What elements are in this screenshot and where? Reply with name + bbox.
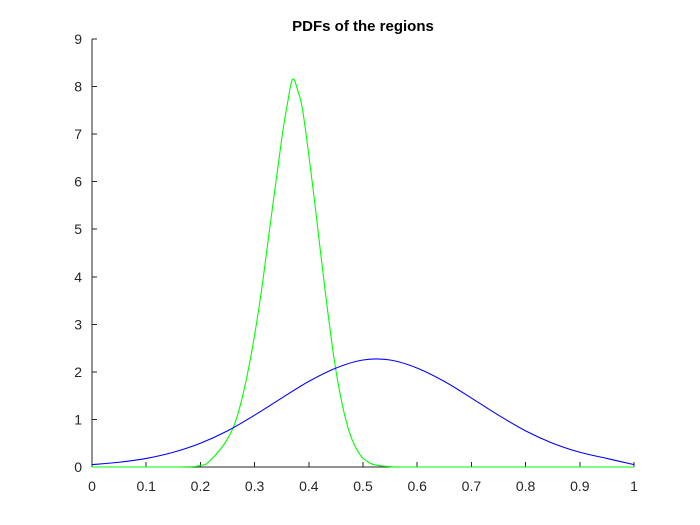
x-tick-label: 0.7 [462,478,482,494]
x-tick-label: 0 [88,478,96,494]
y-tick-label: 3 [74,316,82,332]
y-tick-label: 8 [74,79,82,95]
x-tick-label: 0.6 [407,478,427,494]
chart-title: PDFs of the regions [292,18,434,35]
axes: 0 0.1 0.2 0.3 0.4 0.5 0.6 0.7 0.8 0.9 1 0 1 2 3 4 5 6 7 8 9 [74,31,638,494]
x-tick-label: 0.3 [245,478,265,494]
x-tick-label: 0.5 [353,478,373,494]
series-line-1 [91,78,635,468]
y-tick-label: 0 [74,459,82,475]
x-tick-label: 1 [630,478,638,494]
x-tick-label: 0.1 [136,478,156,494]
y-tick-label: 4 [74,269,82,285]
x-tick-label: 0.8 [516,478,536,494]
series-line-2 [91,358,635,466]
y-tick-label: 7 [74,126,82,142]
x-tick-label: 0.9 [570,478,590,494]
series-group [91,78,635,468]
y-tick-label: 2 [74,364,82,380]
y-tick-label: 6 [74,174,82,190]
y-tick-label: 5 [74,221,82,237]
y-tick-label: 9 [74,31,82,47]
x-tick-label: 0.2 [191,478,211,494]
y-tick-label: 1 [74,411,82,427]
x-tick-label: 0.4 [299,478,319,494]
